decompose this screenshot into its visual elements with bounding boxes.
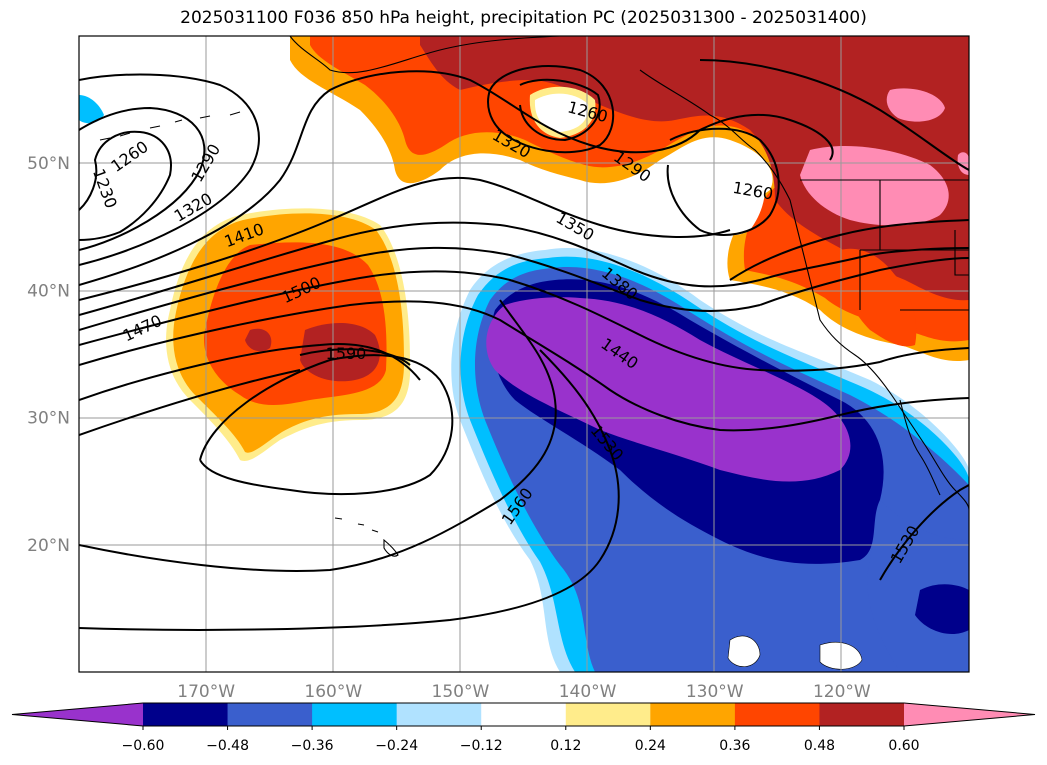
colorbar-tick-label: 0.60 <box>888 738 919 754</box>
latitude-labels: 20°N 30°N 40°N 50°N <box>27 154 70 556</box>
colorbar: −0.60 −0.48 −0.36 −0.24 −0.12 0.12 0.24 0.36 0.4… <box>11 702 1036 754</box>
longitude-tick-label: 140°W <box>559 682 617 702</box>
colorbar-tick-label: 0.12 <box>550 738 581 754</box>
colorbar-segment <box>143 703 229 726</box>
colorbar-tick-label: 0.36 <box>719 738 750 754</box>
colorbar-tick-label: −0.12 <box>460 738 503 754</box>
colorbar-segment <box>396 703 482 726</box>
longitude-tick-label: 120°W <box>813 682 871 702</box>
latitude-tick-label: 20°N <box>27 536 70 556</box>
colorbar-tick-label: −0.60 <box>122 738 165 754</box>
latitude-tick-label: 30°N <box>27 409 70 429</box>
height-contours <box>79 59 969 631</box>
map-frame <box>78 35 970 673</box>
colorbar-extend-high <box>904 703 1035 726</box>
colorbar-extend-low <box>12 703 143 726</box>
longitude-tick-label: 130°W <box>686 682 744 702</box>
colorbar-segment <box>481 703 567 726</box>
map-title: 2025031100 F036 850 hPa height, precipit… <box>180 8 867 28</box>
colorbar-tick-label: −0.48 <box>206 738 249 754</box>
longitude-tick-label: 160°W <box>304 682 362 702</box>
negative-anomaly-shading <box>79 95 969 672</box>
colorbar-segment <box>819 703 905 726</box>
longitude-tick-label: 150°W <box>432 682 490 702</box>
colorbar-tick-label: 0.24 <box>635 738 666 754</box>
gridlines <box>79 36 969 672</box>
contour-label-text: 1590 <box>326 344 367 363</box>
latitude-tick-label: 40°N <box>27 281 70 301</box>
colorbar-segment <box>312 703 398 726</box>
longitude-labels: 170°W 160°W 150°W 140°W 130°W 120°W <box>177 682 871 702</box>
colorbar-segment <box>227 703 313 726</box>
latitude-tick-label: 50°N <box>27 154 70 174</box>
contour-label: 1590 <box>326 344 367 363</box>
colorbar-tick-label: 0.48 <box>804 738 835 754</box>
colorbar-tick-label: −0.36 <box>291 738 334 754</box>
longitude-tick-label: 170°W <box>177 682 235 702</box>
colorbar-segment <box>734 703 820 726</box>
colorbar-segment <box>565 703 651 726</box>
colorbar-segment <box>650 703 736 726</box>
colorbar-tick-label: −0.24 <box>375 738 418 754</box>
